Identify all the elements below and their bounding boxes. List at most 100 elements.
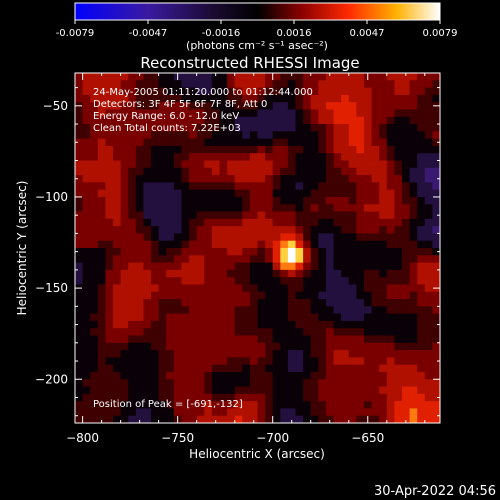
heatmap-cell (265, 379, 274, 387)
heatmap-cell (166, 342, 175, 351)
heatmap-cell (249, 204, 258, 212)
heatmap-cell (105, 240, 114, 249)
heatmap-cell (318, 124, 327, 132)
heatmap-cell (295, 306, 304, 315)
heatmap-cell (173, 80, 182, 88)
heatmap-cell (280, 401, 289, 409)
heatmap-cell (166, 306, 175, 315)
heatmap-cell (356, 167, 365, 176)
heatmap-cell (310, 328, 319, 336)
heatmap-cell (75, 204, 83, 212)
heatmap-cell (272, 277, 281, 285)
heatmap-cell (173, 269, 182, 278)
heatmap-cell (219, 145, 228, 154)
heatmap-cell (295, 371, 304, 380)
heatmap-cell (417, 167, 426, 176)
heatmap-cell (211, 109, 220, 118)
heatmap-cell (280, 160, 289, 169)
heatmap-cell (257, 364, 266, 373)
heatmap-cell (432, 189, 441, 198)
heatmap-cell (90, 87, 99, 96)
heatmap-cell (363, 320, 372, 329)
heatmap-cell (242, 240, 251, 249)
heatmap-cell (97, 335, 106, 344)
heatmap-cell (120, 255, 129, 263)
heatmap-cell (173, 342, 182, 351)
heatmap-cell (234, 87, 243, 96)
heatmap-cell (135, 306, 144, 315)
heatmap-cell (424, 313, 433, 322)
heatmap-cell (325, 328, 334, 336)
heatmap-cell (325, 415, 334, 424)
heatmap-cell (75, 73, 83, 81)
heatmap-cell (379, 240, 388, 249)
heatmap-cell (113, 306, 122, 315)
heatmap-cell (135, 335, 144, 344)
heatmap-cell (310, 116, 319, 125)
heatmap-cell (166, 138, 175, 147)
heatmap-cell (75, 320, 83, 329)
heatmap-cell (158, 196, 167, 205)
heatmap-cell (105, 87, 114, 96)
heatmap-cell (363, 175, 372, 183)
heatmap-cell (196, 233, 205, 242)
heatmap-cell (196, 73, 205, 81)
heatmap-cell (128, 357, 137, 366)
heatmap-cell (318, 102, 327, 110)
heatmap-cell (181, 204, 190, 212)
heatmap-cell (409, 240, 418, 249)
heatmap-cell (379, 73, 388, 81)
heatmap-cell (135, 255, 144, 263)
heatmap-cell (151, 102, 160, 110)
heatmap-cell (272, 138, 281, 147)
heatmap-cell (173, 94, 182, 103)
heatmap-cell (295, 393, 304, 402)
heatmap-cell (105, 393, 114, 402)
heatmap-cell (242, 408, 251, 417)
heatmap-cell (386, 153, 395, 161)
heatmap-cell (120, 160, 129, 169)
heatmap-cell (249, 218, 258, 227)
heatmap-cell (303, 218, 312, 227)
heatmap-cell (90, 284, 99, 293)
heatmap-cell (341, 415, 350, 424)
heatmap-cell (211, 393, 220, 402)
heatmap-cell (128, 87, 137, 96)
heatmap-cell (189, 393, 198, 402)
heatmap-cell (295, 328, 304, 336)
heatmap-cell (287, 94, 296, 103)
heatmap-cell (143, 320, 152, 329)
heatmap-cell (97, 277, 106, 285)
heatmap-cell (128, 94, 137, 103)
heatmap-cell (113, 269, 122, 278)
heatmap-cell (424, 153, 433, 161)
heatmap-cell (348, 342, 357, 351)
heatmap-cell (120, 364, 129, 373)
heatmap-cell (318, 393, 327, 402)
heatmap-cell (386, 211, 395, 220)
heatmap-cell (394, 175, 403, 183)
heatmap-cell (341, 299, 350, 307)
heatmap-cell (333, 160, 342, 169)
heatmap-cell (227, 371, 236, 380)
heatmap-cell (249, 342, 258, 351)
heatmap-cell (371, 240, 380, 249)
heatmap-cell (135, 145, 144, 154)
heatmap-cell (325, 357, 334, 366)
heatmap-cell (82, 87, 91, 96)
heatmap-cell (219, 262, 228, 271)
heatmap-cell (310, 277, 319, 285)
heatmap-cell (409, 204, 418, 212)
heatmap-cell (219, 393, 228, 402)
heatmap-cell (113, 124, 122, 132)
heatmap-cell (97, 153, 106, 161)
heatmap-cell (265, 109, 274, 118)
heatmap-cell (219, 291, 228, 300)
heatmap-cell (113, 342, 122, 351)
heatmap-cell (143, 138, 152, 147)
heatmap-cell (242, 255, 251, 263)
heatmap-cell (219, 138, 228, 147)
heatmap-cell (318, 364, 327, 373)
heatmap-cell (120, 284, 129, 293)
heatmap-cell (113, 87, 122, 96)
